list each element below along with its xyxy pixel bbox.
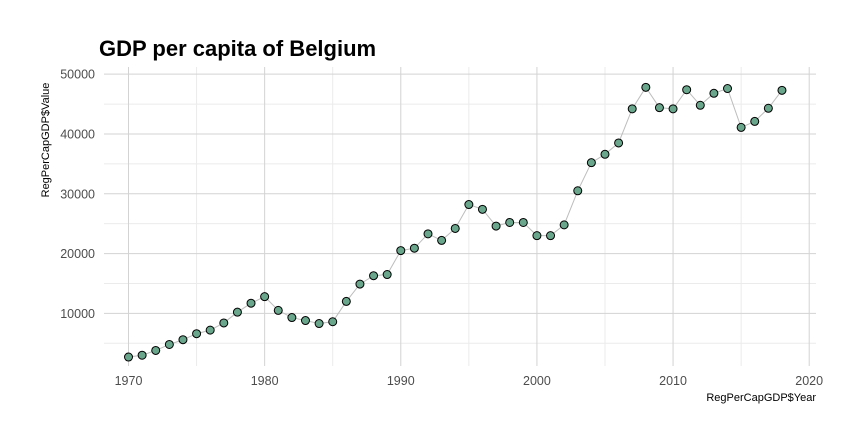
series-line-group — [128, 86, 783, 358]
data-point — [246, 298, 256, 308]
data-point — [750, 116, 760, 126]
data-point — [477, 204, 487, 214]
data-point — [450, 223, 460, 233]
data-point — [341, 296, 351, 306]
data-point — [382, 270, 392, 280]
data-point — [518, 217, 528, 227]
y-tick-label: 50000 — [60, 68, 95, 82]
data-point — [124, 352, 134, 362]
data-point — [273, 305, 283, 315]
y-axis-ticks: 10000 20000 30000 40000 50000 — [60, 68, 95, 321]
data-point — [409, 243, 419, 253]
x-axis-ticks: 1970 1980 1990 2000 2010 2020 — [115, 374, 824, 388]
data-point — [300, 316, 310, 326]
data-point — [614, 138, 624, 148]
data-point — [328, 317, 338, 327]
data-point — [586, 158, 596, 168]
y-tick-label: 30000 — [60, 187, 95, 201]
data-point — [573, 186, 583, 196]
data-point — [314, 319, 324, 329]
data-point — [260, 292, 270, 302]
data-point — [178, 335, 188, 345]
y-axis-title: RegPerCapGDP$Value — [40, 83, 52, 198]
data-point — [505, 217, 515, 227]
data-point — [491, 221, 501, 231]
data-point — [464, 200, 474, 210]
data-point — [192, 329, 202, 339]
data-point — [695, 100, 705, 110]
data-point — [654, 103, 664, 113]
data-point — [763, 103, 773, 113]
data-point — [532, 231, 542, 241]
data-point — [219, 318, 229, 328]
data-point — [709, 88, 719, 98]
data-point — [668, 104, 678, 114]
x-tick-label: 1970 — [115, 374, 143, 388]
major-gridlines — [104, 67, 816, 366]
y-tick-label: 20000 — [60, 247, 95, 261]
x-tick-label: 1990 — [387, 374, 415, 388]
data-point — [423, 229, 433, 239]
data-point — [287, 313, 297, 323]
data-point — [627, 104, 637, 114]
x-tick-label: 2000 — [523, 374, 551, 388]
minor-gridlines — [104, 67, 816, 366]
data-point — [777, 85, 787, 95]
data-point — [546, 231, 556, 241]
data-point — [355, 279, 365, 289]
data-point — [559, 220, 569, 230]
x-tick-label: 2010 — [659, 374, 687, 388]
data-point — [723, 84, 733, 94]
data-point — [682, 85, 692, 95]
data-points — [124, 82, 787, 362]
data-point — [736, 122, 746, 132]
data-point — [641, 82, 651, 92]
y-tick-label: 40000 — [60, 127, 95, 141]
data-point — [164, 339, 174, 349]
x-tick-label: 1980 — [251, 374, 279, 388]
data-point — [396, 246, 406, 256]
y-tick-label: 10000 — [60, 307, 95, 321]
data-point — [205, 325, 215, 335]
data-point — [137, 350, 147, 360]
data-point — [600, 149, 610, 159]
data-point — [437, 235, 447, 245]
x-axis-title: RegPerCapGDP$Year — [706, 392, 816, 404]
data-point — [369, 271, 379, 281]
chart-title: GDP per capita of Belgium — [99, 36, 377, 61]
series-line — [128, 86, 783, 358]
data-point — [232, 307, 242, 317]
x-tick-label: 2020 — [795, 374, 823, 388]
data-point — [151, 345, 161, 355]
